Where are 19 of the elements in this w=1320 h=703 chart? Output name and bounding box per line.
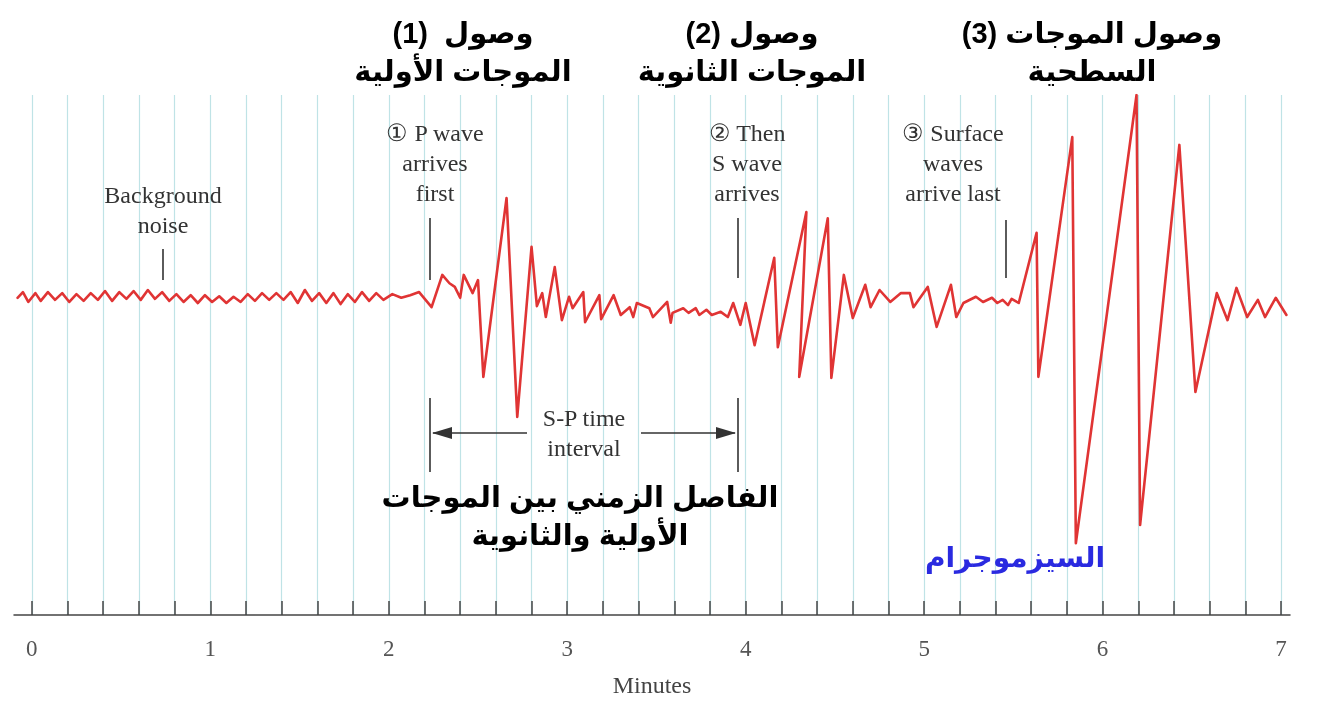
annotation: ③ Surface waves arrive last xyxy=(902,120,1004,206)
x-tick-label: 1 xyxy=(204,636,217,661)
annotation: Background noise xyxy=(104,182,222,238)
annotation: ① P wave arrives first xyxy=(386,120,484,206)
x-tick-label: 5 xyxy=(918,636,930,661)
text: (3) وصول الموجات السطحية xyxy=(961,17,1223,87)
x-tick-label: 2 xyxy=(383,636,395,661)
x-tick-label: 0 xyxy=(26,636,38,661)
x-axis-title: Minutes xyxy=(612,672,692,698)
x-tick-label: 4 xyxy=(739,636,752,661)
text: (1) وصول الموجات الأولية xyxy=(354,17,572,88)
annotation: ② Then S wave arrives xyxy=(708,120,786,206)
text: (2) وصول الموجات الثانوية xyxy=(637,17,867,88)
x-tick-label: 7 xyxy=(1275,636,1287,661)
x-tick-label: 6 xyxy=(1096,636,1109,661)
annotation: S-P time interval xyxy=(542,405,626,461)
annotation: الفاصل الزمني بين الموجات الأولية والثانوية xyxy=(381,481,779,552)
annotation: السيزموجرام xyxy=(924,541,1106,574)
x-tick-label: 3 xyxy=(561,636,573,661)
